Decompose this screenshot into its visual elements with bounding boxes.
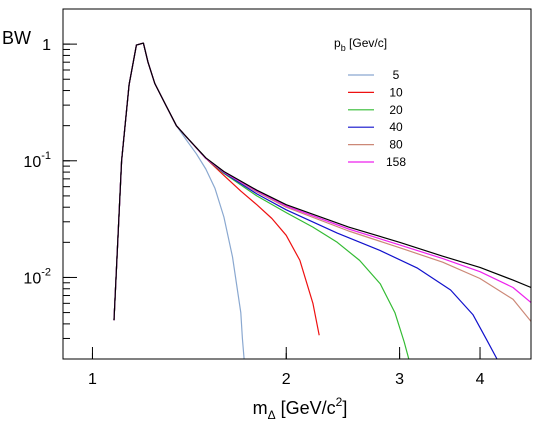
y-tick-exponent: -2: [41, 266, 51, 278]
plot-frame: [62, 8, 532, 360]
legend-title-main: p: [334, 36, 341, 50]
y-axis-label: BW: [2, 28, 31, 48]
series-line-total: [113, 42, 531, 321]
legend-title-sub: b: [341, 43, 346, 53]
x-axis-label-sup: 2: [336, 395, 343, 409]
x-tick-label: 4: [476, 371, 485, 388]
legend-label: 80: [389, 138, 403, 152]
y-tick-label: 10-1: [23, 150, 51, 171]
legend-title: pb [Gev/c]: [334, 36, 387, 53]
x-tick-label: 1: [88, 371, 97, 388]
y-tick-exponent: -1: [41, 150, 51, 162]
x-axis-label: mΔ [GeV/c2]: [253, 395, 348, 422]
legend-label: 40: [389, 120, 403, 134]
y-tick-base: 10: [23, 270, 41, 287]
y-tick-label: 1: [42, 37, 51, 54]
x-tick-label: 3: [395, 371, 404, 388]
legend-label: 158: [386, 155, 406, 169]
legend-label: 5: [393, 68, 400, 82]
x-axis-label-main: m: [253, 398, 268, 418]
x-axis-label-unit: [GeV/c: [276, 398, 336, 418]
y-tick-label: 10-2: [23, 266, 51, 287]
x-axis-label-close: ]: [342, 398, 347, 418]
legend-title-unit: [Gev/c]: [346, 36, 387, 50]
legend-label: 20: [389, 103, 403, 117]
x-tick-label: 2: [282, 371, 291, 388]
chart-series-group: [113, 42, 531, 359]
y-tick-base: 10: [23, 154, 41, 171]
legend-label: 10: [389, 85, 403, 99]
x-axis-label-sub: Δ: [268, 408, 276, 422]
chart-legend: pb [Gev/c] 5 10 20 40 80 158: [334, 36, 406, 169]
